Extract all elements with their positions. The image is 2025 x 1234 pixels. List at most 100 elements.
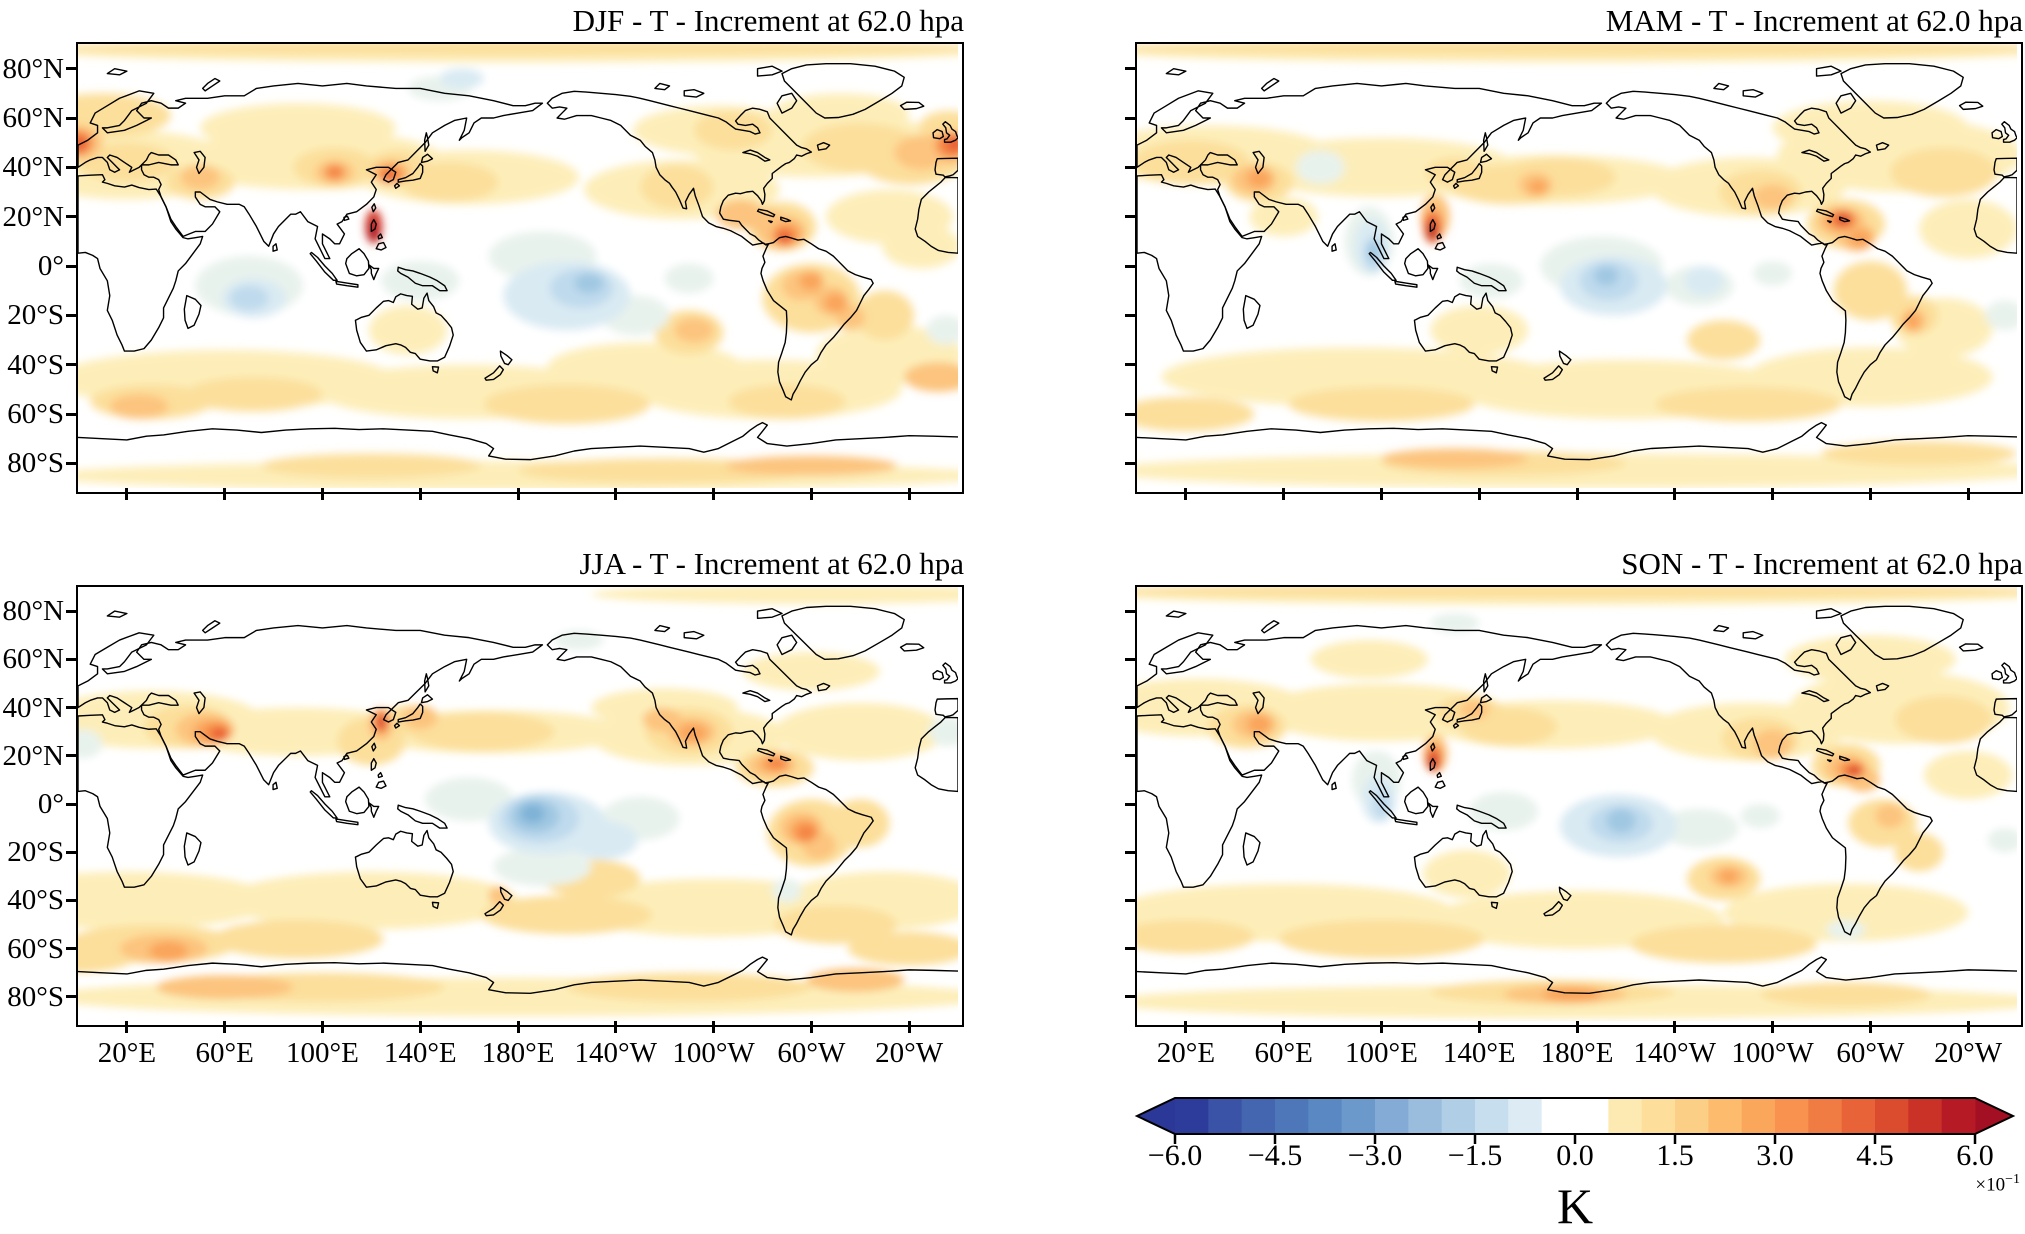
colorbar-tick-label: −6.0 xyxy=(1147,1139,1203,1172)
lon-tick xyxy=(1673,488,1677,500)
lat-tick-label: 0° xyxy=(37,250,64,282)
lat-tick xyxy=(1125,947,1135,951)
lat-tick xyxy=(66,657,76,661)
colorbar-segment xyxy=(1608,1098,1643,1134)
lon-tick xyxy=(1575,1021,1579,1033)
colorbar-segment xyxy=(1475,1098,1509,1134)
colorbar-segment xyxy=(1841,1098,1876,1134)
lat-tick xyxy=(66,995,76,999)
panel-title: SON - T - Increment at 62.0 hpa xyxy=(1621,546,2023,581)
map-panel-son: SON - T - Increment at 62.0 hpa 20°E 60°E… xyxy=(1125,546,2023,1069)
map-panel-mam: MAM - T - Increment at 62.0 hpa xyxy=(1125,3,2023,500)
coastlines xyxy=(1137,606,2017,993)
lon-tick-label: 100°W xyxy=(672,1037,755,1069)
lon-tick xyxy=(712,488,716,500)
lon-tick xyxy=(1379,1021,1383,1033)
lat-tick xyxy=(66,215,76,219)
colorbar-segment xyxy=(1441,1098,1476,1134)
lon-tick xyxy=(1771,1021,1775,1033)
colorbar-segment xyxy=(1241,1098,1276,1134)
colorbar-segment xyxy=(1575,1098,1609,1134)
lon-tick xyxy=(614,488,618,500)
coastlines xyxy=(1137,64,2017,460)
colorbar-segment xyxy=(1275,1098,1309,1134)
lon-tick-label: 60°W xyxy=(777,1037,846,1069)
colorbar-segment xyxy=(1641,1098,1676,1134)
lon-tick xyxy=(1477,1021,1481,1033)
coastlines xyxy=(78,64,958,460)
colorbar-tick-label: −4.5 xyxy=(1247,1139,1303,1172)
colorbar-multiplier-exponent: −1 xyxy=(2005,1172,2020,1187)
lon-tick-label: 180°E xyxy=(1540,1037,1614,1069)
colorbar-segment xyxy=(1908,1098,1943,1134)
lat-tick xyxy=(1125,165,1135,169)
lon-tick xyxy=(320,488,324,500)
lon-tick xyxy=(1966,488,1970,500)
colorbar-segment xyxy=(1808,1098,1843,1134)
lon-tick xyxy=(320,1021,324,1033)
increment-field xyxy=(78,44,958,488)
lat-tick xyxy=(66,412,76,416)
colorbar-segment xyxy=(1208,1098,1243,1134)
lat-tick xyxy=(66,947,76,951)
lon-tick xyxy=(1673,1021,1677,1033)
lon-tick-label: 100°E xyxy=(1345,1037,1418,1069)
colorbar-tick-label: −3.0 xyxy=(1347,1139,1403,1172)
lat-tick-label: 40°N xyxy=(2,691,64,724)
lon-tick xyxy=(809,488,813,500)
lat-tick xyxy=(66,461,76,465)
colorbar-segment xyxy=(1375,1098,1409,1134)
lat-tick-label: 20°S xyxy=(7,836,64,869)
lon-tick xyxy=(907,488,911,500)
colorbar-tick-label: 0.0 xyxy=(1556,1139,1594,1172)
lat-tick-label: 20°S xyxy=(7,299,64,332)
lon-tick xyxy=(1477,488,1481,500)
lat-tick xyxy=(1125,215,1135,219)
lon-tick-label: 180°E xyxy=(481,1037,555,1069)
lat-tick xyxy=(66,67,76,71)
lat-tick xyxy=(66,116,76,120)
colorbar-tick-label: 3.0 xyxy=(1756,1139,1794,1172)
lon-tick xyxy=(712,1021,716,1033)
lat-tick-label: 60°N xyxy=(2,643,64,676)
increment-field xyxy=(78,587,958,1017)
lon-tick xyxy=(418,488,422,500)
map-panel-jja: JJA - T - Increment at 62.0 hpa 80°N 60°N… xyxy=(2,546,964,1069)
colorbar-segment xyxy=(1675,1098,1709,1134)
lat-tick xyxy=(1125,657,1135,661)
lat-tick xyxy=(1125,706,1135,710)
lon-tick xyxy=(1966,1021,1970,1033)
colorbar-segment xyxy=(1741,1098,1776,1134)
lat-tick xyxy=(66,850,76,854)
colorbar-segment xyxy=(1708,1098,1743,1134)
colorbar-tick-label: 6.0 xyxy=(1956,1139,1994,1172)
lat-tick xyxy=(1125,363,1135,367)
lon-tick-label: 60°W xyxy=(1836,1037,1905,1069)
lat-tick xyxy=(66,706,76,710)
lat-tick-label: 80°S xyxy=(7,980,64,1013)
lon-tick xyxy=(1184,1021,1188,1033)
lat-tick xyxy=(1125,264,1135,268)
lon-tick xyxy=(1379,488,1383,500)
lon-tick xyxy=(1868,1021,1872,1033)
lat-tick-label: 60°N xyxy=(2,102,64,134)
lat-tick xyxy=(1125,67,1135,71)
lat-tick-label: 40°N xyxy=(2,151,64,184)
lat-tick-label: 20°N xyxy=(2,200,64,233)
increment-field xyxy=(1137,44,2017,488)
colorbar-tick-label: 4.5 xyxy=(1856,1139,1894,1172)
lon-tick-label: 100°W xyxy=(1731,1037,1814,1069)
lat-tick xyxy=(66,802,76,806)
lat-tick xyxy=(1125,461,1135,465)
lon-tick-label: 140°W xyxy=(1633,1037,1716,1069)
lat-tick-label: 80°N xyxy=(2,52,64,85)
panel-title: MAM - T - Increment at 62.0 hpa xyxy=(1605,3,2023,38)
lon-tick xyxy=(614,1021,618,1033)
world-map-son xyxy=(1137,587,2017,1019)
lat-tick-label: 40°S xyxy=(7,348,64,381)
lat-tick xyxy=(66,898,76,902)
colorbar-multiplier-base: ×10 xyxy=(1975,1174,2006,1196)
lon-tick-label: 20°E xyxy=(97,1037,157,1069)
lat-tick-label: 20°N xyxy=(2,739,64,772)
